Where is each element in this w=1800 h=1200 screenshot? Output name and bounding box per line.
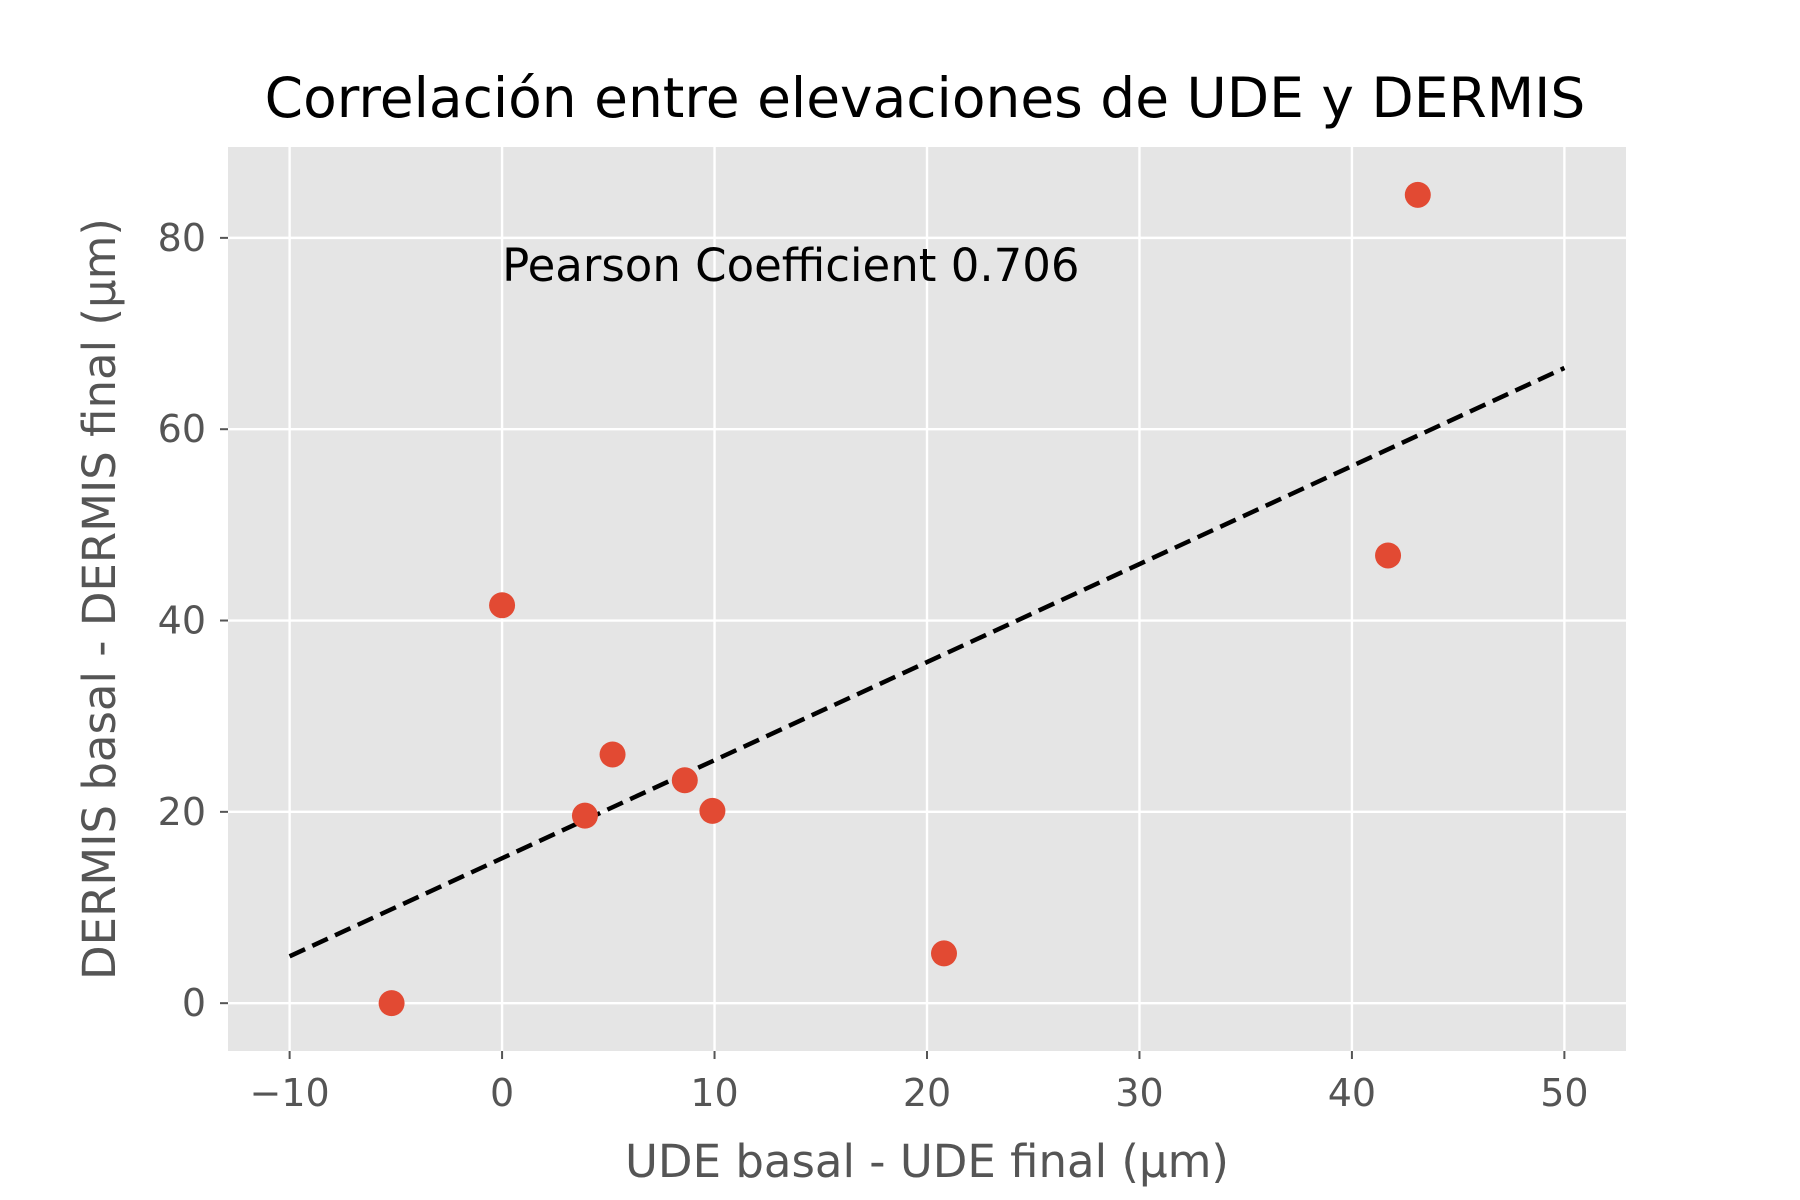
- y-tick-label: 40: [158, 599, 206, 643]
- x-axis-ticks: −10 0 10 20 30 40 50: [250, 1051, 1589, 1115]
- data-point: [489, 592, 516, 619]
- data-point: [571, 802, 598, 829]
- data-point: [599, 741, 626, 768]
- data-point: [671, 767, 698, 794]
- x-axis-label: UDE basal - UDE final (µm): [625, 1135, 1229, 1188]
- y-axis-label: DERMIS basal - DERMIS final (µm): [73, 218, 126, 980]
- y-tick-label: 0: [182, 981, 206, 1025]
- data-point: [699, 797, 726, 824]
- fit-line-group: [288, 365, 1566, 959]
- x-tick-label: 20: [903, 1071, 951, 1115]
- data-point: [378, 990, 405, 1017]
- x-tick-label: 40: [1328, 1071, 1376, 1115]
- x-tick-label: −10: [250, 1071, 330, 1115]
- y-tick-label: 20: [158, 790, 206, 834]
- x-tick-label: 50: [1540, 1071, 1588, 1115]
- x-tick-label: 10: [690, 1071, 738, 1115]
- data-point: [1375, 542, 1402, 569]
- data-points: [378, 181, 1431, 1017]
- chart-title: Correlación entre elevaciones de UDE y D…: [265, 66, 1586, 130]
- x-tick-label: 0: [490, 1071, 514, 1115]
- data-point: [1404, 181, 1431, 208]
- y-tick-label: 80: [158, 216, 206, 260]
- y-axis-ticks: 0 20 40 60 80: [158, 216, 228, 1025]
- y-tick-label: 60: [158, 407, 206, 451]
- fit-line: [288, 365, 1566, 959]
- x-tick-label: 30: [1115, 1071, 1163, 1115]
- pearson-annotation: Pearson Coefficient 0.706: [502, 239, 1079, 292]
- data-point: [930, 940, 957, 967]
